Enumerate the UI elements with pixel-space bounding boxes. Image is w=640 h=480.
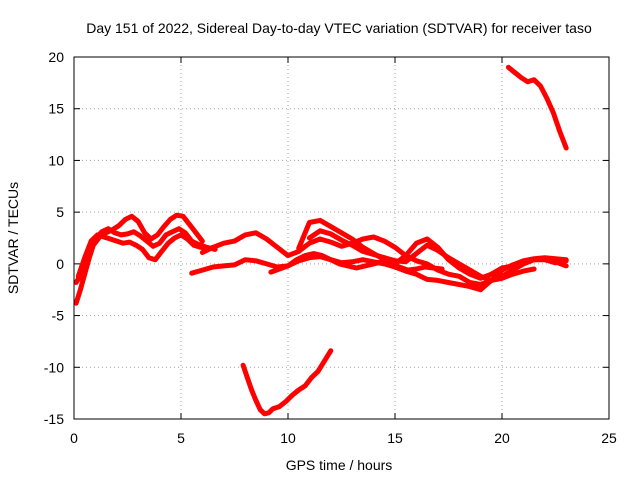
plot-frame — [73, 56, 610, 420]
x-tick-label: 10 — [280, 430, 296, 446]
y-axis-label: SDTVAR / TECUs — [5, 182, 21, 294]
series-arc-10 — [505, 64, 569, 151]
y-tick-label: 20 — [48, 49, 64, 65]
series-arc-3 — [75, 232, 212, 279]
y-tick-label: -10 — [44, 359, 64, 375]
x-tick-label: 0 — [70, 430, 78, 446]
x-tick-labels: 0 5 10 15 20 25 — [70, 430, 617, 446]
y-tick-label: 5 — [56, 204, 64, 220]
x-tick-label: 15 — [387, 430, 403, 446]
y-tick-label: 10 — [48, 152, 64, 168]
axis-ticks — [73, 56, 610, 420]
y-tick-labels: -15 -10 -5 0 5 10 15 20 — [44, 49, 64, 427]
y-tick-label: 0 — [56, 256, 64, 272]
x-tick-label: 20 — [494, 430, 510, 446]
x-tick-label: 5 — [177, 430, 185, 446]
series-arc-8 — [268, 251, 445, 275]
y-tick-label: -15 — [44, 411, 64, 427]
series-arc-5 — [199, 230, 569, 287]
series-arc-7 — [306, 228, 537, 283]
y-tick-label: -5 — [52, 308, 65, 324]
series-arc-6 — [296, 217, 569, 281]
x-tick-label: 25 — [601, 430, 617, 446]
data-series-layer — [73, 64, 569, 417]
series-arc-1 — [73, 212, 205, 306]
grid-lines — [74, 57, 609, 419]
y-tick-label: 15 — [48, 101, 64, 117]
chart-title: Day 151 of 2022, Sidereal Day-to-day VTE… — [86, 20, 592, 36]
x-axis-label: GPS time / hours — [286, 457, 393, 473]
series-arc-9 — [240, 348, 334, 417]
